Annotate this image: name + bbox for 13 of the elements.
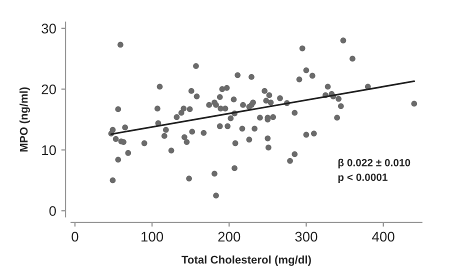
- y-tick-label: 30: [42, 24, 56, 34]
- y-axis-title: MPO (ng/ml): [20, 87, 30, 152]
- y-tick-label: 0: [49, 206, 56, 216]
- x-tick-label: 300: [295, 232, 318, 242]
- x-tick-label: 200: [218, 232, 240, 242]
- y-tick-label: 10: [42, 145, 56, 156]
- y-tick-label: 20: [42, 84, 56, 94]
- x-tick-label: 0: [72, 232, 78, 242]
- x-tick-label: 400: [372, 232, 394, 242]
- annotation: p < 0.0001: [338, 174, 388, 183]
- annotation: β 0.022 ± 0.010: [338, 158, 410, 168]
- x-tick-label: 100: [142, 232, 164, 242]
- x-axis-title: Total Cholesterol (mg/dl): [182, 255, 311, 266]
